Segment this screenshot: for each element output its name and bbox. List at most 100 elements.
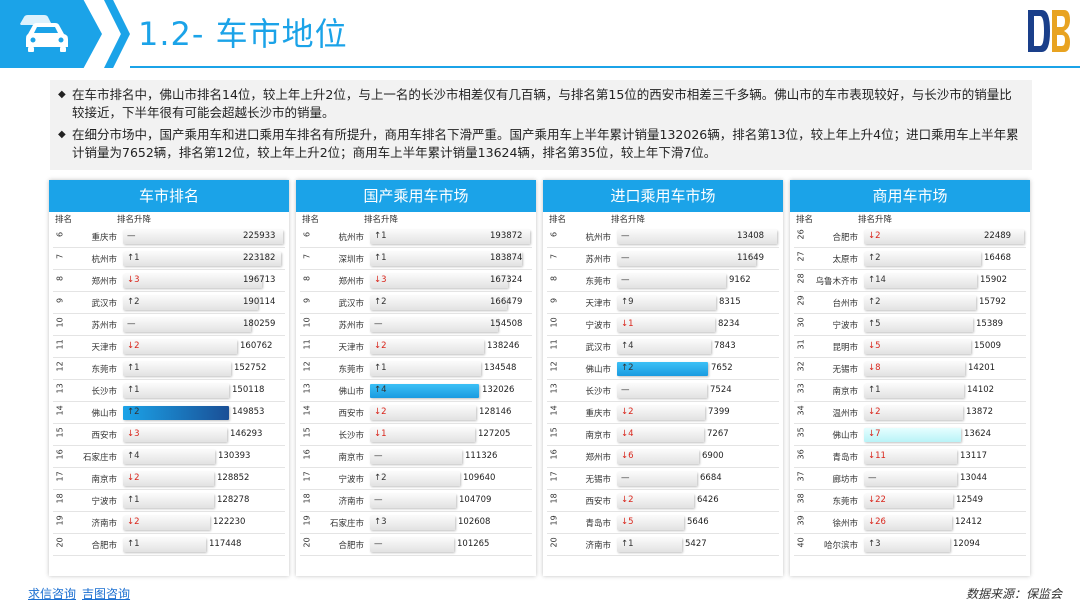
sales-value: 104709: [459, 495, 492, 505]
sales-bar: [370, 362, 481, 376]
city-name: 重庆市: [585, 409, 611, 419]
rank-number: 20: [549, 537, 559, 548]
table-row: 13 佛山市 ↑4 132026: [300, 380, 532, 402]
rank-number: 30: [796, 317, 806, 328]
rank-change: ↑3: [868, 539, 881, 549]
city-name: 武汉市: [338, 299, 364, 309]
sales-bar: [864, 516, 952, 530]
city-name: 昆明市: [832, 343, 858, 353]
sales-value: 128852: [217, 473, 250, 483]
rank-change: —: [127, 319, 136, 329]
sales-value: 7652: [711, 363, 733, 373]
table-row: 40 哈尔滨市 ↑3 12094: [794, 534, 1026, 556]
sales-value: 225933: [243, 231, 276, 241]
city-name: 太原市: [832, 255, 858, 265]
city-name: 青岛市: [585, 519, 611, 529]
rank-change: ↑2: [374, 473, 387, 483]
brand-logo: [1028, 10, 1070, 52]
table-row: 35 佛山市 ↓7 13624: [794, 424, 1026, 446]
rank-number: 16: [55, 449, 65, 460]
sales-bar: [123, 384, 229, 398]
sales-bar: [370, 406, 476, 420]
rank-number: 12: [55, 361, 65, 372]
rank-change: ↑1: [127, 253, 140, 263]
rank-change: ↓1: [621, 319, 634, 329]
summary-box: 在车市排名中，佛山市排名14位，较上年上升2位，与上一名的长沙市相差仅有几百辆，…: [50, 80, 1032, 170]
rank-number: 11: [302, 339, 312, 350]
rank-change: ↓7: [868, 429, 881, 439]
sales-value: 152752: [234, 363, 267, 373]
ranking-panel-2: 国产乘用车市场 排名 排名升降 6 杭州市 ↑1 193872 7 深圳市 ↑1 183874 8 郑州…: [296, 180, 536, 576]
footer-link-jitu[interactable]: 吉图咨询: [82, 587, 131, 601]
sales-value: 13624: [964, 429, 992, 439]
sales-value: 22489: [984, 231, 1012, 241]
rank-number: 32: [796, 361, 806, 372]
column-header: 排名 排名升降: [49, 212, 289, 226]
rank-change: ↑1: [621, 539, 634, 549]
rank-number: 10: [302, 317, 312, 328]
rank-number: 19: [302, 515, 312, 526]
table-row: 15 长沙市 ↓1 127205: [300, 424, 532, 446]
sales-value: 13408: [737, 231, 765, 241]
rank-number: 10: [55, 317, 65, 328]
table-row: 18 宁波市 ↑1 128278: [53, 490, 285, 512]
rank-number: 8: [55, 275, 65, 282]
sales-bar: [864, 340, 971, 354]
header: 1.2- 车市地位: [0, 0, 1080, 68]
city-name: 苏州市: [585, 255, 611, 265]
rank-number: 14: [549, 405, 559, 416]
sales-value: 6684: [700, 473, 722, 483]
rank-number: 20: [55, 537, 65, 548]
column-header-rank: 排名: [549, 215, 567, 225]
table-row: 38 东莞市 ↓22 12549: [794, 490, 1026, 512]
rank-change: ↓11: [868, 451, 886, 461]
column-header-change: 排名升降: [611, 215, 646, 225]
city-name: 无锡市: [585, 475, 611, 485]
column-header-change: 排名升降: [858, 215, 893, 225]
footer-link-qiuxin[interactable]: 求信咨询: [28, 587, 77, 601]
rank-change: —: [868, 473, 877, 483]
sales-value: 12094: [953, 539, 981, 549]
table-row: 8 郑州市 ↓3 196713: [53, 270, 285, 292]
sales-bar: [864, 296, 976, 310]
city-name: 西安市: [338, 409, 364, 419]
table-row: 39 徐州市 ↓26 12412: [794, 512, 1026, 534]
rank-number: 19: [549, 515, 559, 526]
sales-bar: [370, 516, 455, 530]
sales-bar: [864, 230, 1024, 244]
sales-value: 109640: [463, 473, 496, 483]
sales-value: 15792: [979, 297, 1007, 307]
table-row: 7 杭州市 ↑1 223182: [53, 248, 285, 270]
rank-change: —: [621, 231, 630, 241]
sales-bar: [370, 252, 522, 266]
city-name: 佛山市: [91, 409, 117, 419]
sales-bar: [123, 362, 231, 376]
rank-change: ↓2: [127, 517, 140, 527]
sales-value: 117448: [209, 539, 242, 549]
sales-value: 122230: [213, 517, 246, 527]
sales-bar: [123, 494, 214, 508]
rank-number: 20: [302, 537, 312, 548]
rank-change: ↓5: [621, 517, 634, 527]
sales-bar: [617, 230, 777, 244]
city-name: 佛山市: [585, 365, 611, 375]
column-header-rank: 排名: [796, 215, 814, 225]
sales-bar: [864, 450, 957, 464]
city-name: 无锡市: [832, 365, 858, 375]
rank-change: ↓5: [868, 341, 881, 351]
rank-change: ↑2: [374, 297, 387, 307]
rank-number: 15: [302, 427, 312, 438]
table-row: 19 济南市 ↓2 122230: [53, 512, 285, 534]
rank-change: ↓22: [868, 495, 886, 505]
sales-bar: [864, 406, 963, 420]
table-row: 6 重庆市 — 225933: [53, 226, 285, 248]
city-name: 天津市: [91, 343, 117, 353]
sales-bar: [617, 538, 682, 552]
rank-change: —: [621, 275, 630, 285]
rank-change: —: [374, 539, 383, 549]
city-name: 苏州市: [338, 321, 364, 331]
sales-value: 7843: [714, 341, 736, 351]
sales-bar: [617, 494, 694, 508]
sales-bar: [370, 428, 475, 442]
sales-value: 127205: [478, 429, 511, 439]
